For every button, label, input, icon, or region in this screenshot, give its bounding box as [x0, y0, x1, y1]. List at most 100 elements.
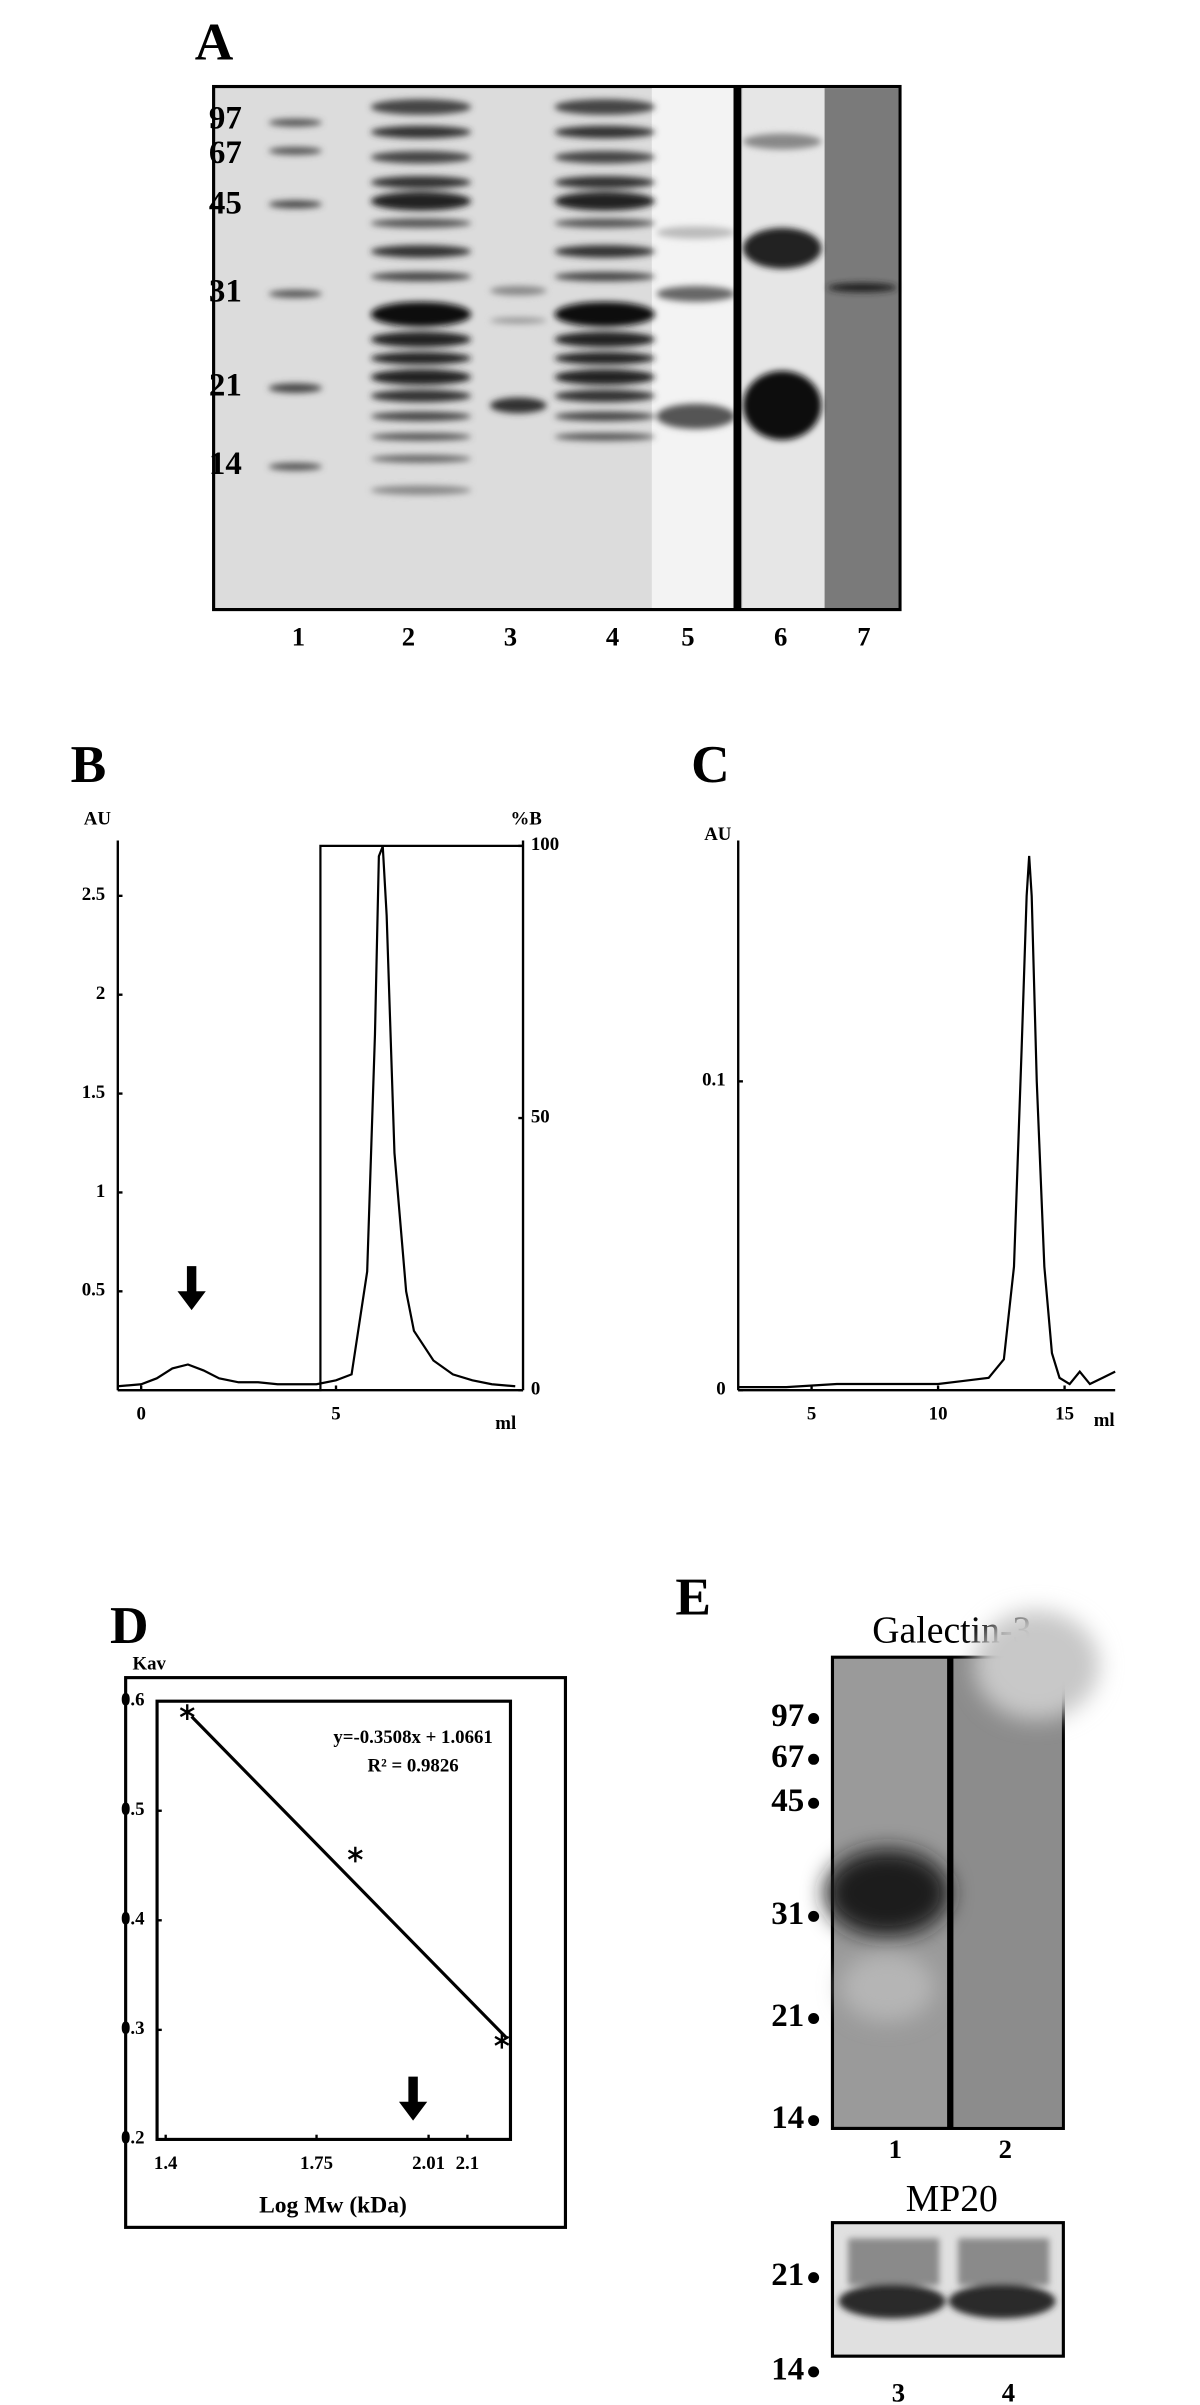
gel-band: [554, 191, 655, 211]
gel-lane: [824, 88, 899, 608]
lane-labels: 1 2 3 4: [889, 2134, 1015, 2405]
y-tick-label: 2.5: [82, 884, 106, 905]
marker-label: 14: [771, 2351, 804, 2387]
y-tick-label: 0.2: [121, 2128, 145, 2149]
x-tick-label: 15: [1055, 1404, 1074, 1425]
marker-dot: [808, 1753, 820, 1765]
gel-smear: [848, 2238, 940, 2286]
gel-title: MP20: [906, 2178, 998, 2220]
gel-divider: [733, 86, 742, 610]
gel-band: [370, 331, 472, 348]
gel-band: [554, 432, 655, 441]
gel-smear: [973, 1610, 1100, 1721]
x-tick-label: 5: [807, 1404, 816, 1425]
gel-divider: [947, 1657, 954, 2129]
y2-tick-label: 50: [531, 1106, 550, 1127]
gel-band: [268, 200, 322, 209]
x-tick-label: 2.01: [412, 2153, 445, 2174]
marker-dot: [808, 1910, 820, 1922]
panel-letter: C: [691, 734, 730, 794]
y-tick-label: 0.6: [121, 1690, 145, 1711]
gel-smear: [840, 1952, 935, 2022]
gel-band: [370, 125, 472, 139]
x-tick-label: 1.4: [154, 2153, 178, 2174]
gel-band: [656, 286, 736, 302]
gel-band: [370, 369, 472, 385]
gel-band: [838, 2283, 946, 2319]
gel-lane: [953, 1658, 1062, 2127]
marker-labels: 97 67 45 31 21 14 21 14: [771, 1698, 804, 2387]
gel-band: [370, 271, 472, 282]
gel-band: [554, 351, 655, 365]
panel-letter: D: [110, 1595, 149, 1655]
gel-band: [554, 389, 655, 403]
gel-band: [370, 191, 472, 211]
gel-band: [827, 282, 897, 293]
gel-band: [370, 176, 472, 189]
marker-dots: [808, 1712, 820, 2378]
x-axis-label: ml: [495, 1413, 516, 1434]
gel-band: [656, 226, 736, 239]
y-tick-label: 0.5: [121, 1799, 145, 1820]
gel-band: [268, 462, 322, 471]
lane-label: 3: [892, 2378, 905, 2405]
y-tick-label: 1.5: [82, 1082, 106, 1103]
marker-dot: [808, 1712, 820, 1724]
marker-label: 45: [209, 185, 242, 221]
y2-tick-label: 100: [531, 834, 559, 855]
gel-band: [370, 351, 472, 365]
gel-band: [370, 411, 472, 422]
marker-label: 14: [771, 2100, 804, 2136]
equation: y=-0.3508x + 1.0661: [333, 1727, 493, 1748]
lane-label: 3: [504, 622, 517, 652]
gel-band: [554, 99, 655, 115]
marker-label: 21: [771, 2257, 804, 2293]
y-tick-label: 0.1: [702, 1070, 726, 1091]
gel-band: [268, 118, 322, 127]
marker-label: 97: [771, 1698, 804, 1734]
gel-band: [370, 432, 472, 441]
marker-dot: [808, 2272, 820, 2284]
point-marker: [179, 1704, 195, 1720]
data-line: [738, 855, 1116, 1389]
gel-band: [370, 99, 472, 115]
gel-band: [554, 271, 655, 282]
gel-band: [742, 227, 822, 269]
gel-band: [554, 125, 655, 139]
gel-band: [824, 1848, 951, 1937]
marker-label: 21: [771, 1998, 804, 2034]
gel-band: [948, 2283, 1056, 2319]
fit-line: [190, 1715, 508, 2039]
gel-band: [742, 133, 822, 150]
lane-labels: 1 2 3 4 5 6 7: [292, 622, 871, 652]
x-axis-label: Log Mw (kDa): [259, 2192, 407, 2218]
marker-dot: [808, 2012, 820, 2024]
gel-band: [554, 218, 655, 228]
marker-label: 31: [771, 1896, 804, 1932]
panel-frame: [124, 1676, 568, 2229]
y-tick-label: 2: [96, 983, 105, 1004]
lane-label: 2: [999, 2134, 1012, 2164]
marker-label: 97: [209, 101, 242, 137]
marker-label: 45: [771, 1783, 804, 1819]
y-tick-label: 1: [96, 1181, 105, 1202]
gel-band: [370, 245, 472, 258]
gel-band: [370, 150, 472, 164]
panel-letter: E: [675, 1566, 711, 1626]
gel-band: [554, 331, 655, 348]
marker-dot: [808, 2366, 820, 2378]
arrow: [177, 1266, 206, 1311]
lane-label: 4: [606, 622, 619, 652]
data-line: [117, 844, 524, 1392]
x-tick-label: 5: [331, 1404, 340, 1425]
marker-label: 21: [209, 368, 242, 404]
gel-band: [490, 286, 547, 296]
x-tick-label: 1.75: [300, 2153, 333, 2174]
gel-band: [490, 317, 547, 324]
y-tick-label: 0: [716, 1379, 725, 1400]
gel-band: [554, 411, 655, 422]
y2-tick-label: 0: [531, 1379, 540, 1400]
marker-label: 67: [771, 1739, 804, 1775]
gel-band: [268, 147, 322, 155]
